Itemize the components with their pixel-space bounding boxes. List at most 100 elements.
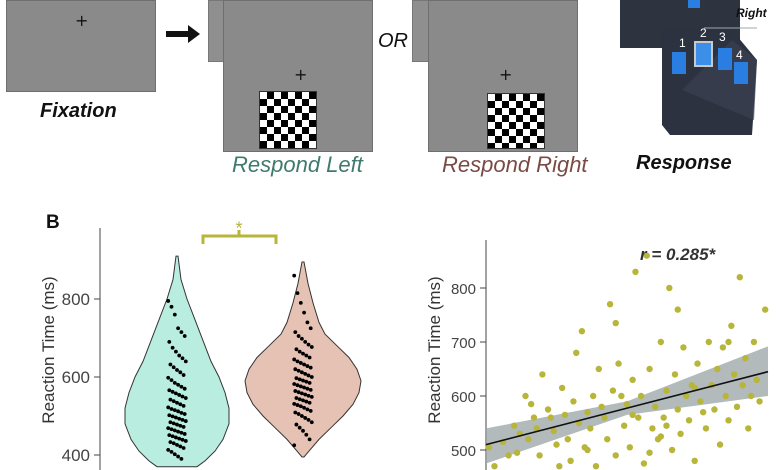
data-point bbox=[169, 427, 174, 432]
data-point bbox=[725, 417, 732, 424]
data-point bbox=[296, 390, 301, 395]
data-point bbox=[550, 427, 557, 435]
data-point bbox=[491, 463, 498, 470]
data-point bbox=[649, 425, 656, 432]
data-point bbox=[181, 403, 186, 408]
data-point bbox=[553, 441, 560, 448]
data-point bbox=[303, 371, 308, 376]
data-point bbox=[623, 400, 631, 408]
data-point bbox=[182, 386, 187, 391]
data-point bbox=[167, 388, 172, 393]
data-point bbox=[604, 436, 611, 443]
data-point bbox=[172, 452, 177, 457]
respond-right-label: Respond Right bbox=[442, 152, 588, 177]
data-point bbox=[725, 338, 732, 346]
data-point bbox=[307, 437, 312, 442]
respond-right-screen: + bbox=[428, 0, 578, 152]
y-axis-title: Reaction Time (ms) bbox=[425, 276, 444, 423]
data-point bbox=[295, 383, 300, 388]
data-point bbox=[294, 376, 299, 381]
regression-line bbox=[485, 370, 769, 446]
data-point bbox=[172, 428, 177, 433]
data-point bbox=[589, 392, 597, 400]
data-point bbox=[298, 384, 303, 389]
data-point bbox=[166, 426, 171, 430]
data-point bbox=[296, 412, 301, 416]
significance-marker: * bbox=[235, 220, 242, 238]
data-point bbox=[530, 414, 538, 421]
violin-body bbox=[244, 261, 362, 458]
data-point bbox=[182, 432, 187, 436]
data-point bbox=[298, 301, 303, 305]
data-point bbox=[716, 441, 724, 448]
data-point bbox=[180, 437, 185, 442]
data-point bbox=[304, 353, 309, 358]
data-point bbox=[293, 330, 298, 335]
data-point bbox=[182, 412, 187, 416]
data-point bbox=[694, 360, 701, 367]
data-point bbox=[296, 334, 301, 338]
data-point bbox=[171, 441, 176, 446]
key-number-2: 2 bbox=[700, 26, 707, 40]
y-tick-label: 400 bbox=[62, 446, 90, 465]
data-point bbox=[702, 425, 710, 432]
data-point bbox=[595, 365, 602, 373]
data-point bbox=[697, 398, 704, 405]
data-point bbox=[170, 434, 175, 439]
data-point bbox=[176, 409, 181, 414]
data-point bbox=[513, 449, 521, 456]
data-point bbox=[302, 362, 306, 367]
data-point bbox=[301, 351, 305, 356]
data-point bbox=[292, 273, 297, 278]
data-point bbox=[306, 342, 311, 347]
data-point bbox=[171, 365, 176, 370]
key-number-1: 1 bbox=[679, 36, 686, 50]
data-point bbox=[178, 423, 183, 428]
data-point bbox=[175, 422, 179, 427]
data-point bbox=[175, 442, 179, 447]
data-point bbox=[180, 356, 185, 361]
data-point bbox=[629, 376, 636, 383]
data-point bbox=[167, 413, 172, 418]
data-point bbox=[663, 387, 670, 394]
data-point bbox=[671, 371, 679, 378]
data-point bbox=[533, 425, 540, 432]
data-point bbox=[618, 392, 625, 400]
data-point bbox=[295, 359, 300, 364]
checkerboard-stimulus bbox=[487, 93, 545, 149]
data-point bbox=[309, 345, 314, 349]
data-point bbox=[303, 340, 308, 344]
data-point bbox=[179, 330, 184, 335]
data-point bbox=[544, 406, 552, 413]
data-point bbox=[536, 452, 543, 459]
data-point bbox=[177, 353, 182, 358]
data-point bbox=[297, 377, 302, 382]
data-point bbox=[601, 414, 608, 421]
fit-line bbox=[485, 370, 769, 446]
significance-bracket bbox=[201, 230, 278, 244]
data-point bbox=[745, 425, 752, 432]
data-point bbox=[632, 268, 639, 275]
data-point bbox=[294, 422, 299, 427]
scatter-points bbox=[485, 252, 769, 470]
panel-b-letter: B bbox=[46, 212, 60, 233]
data-point bbox=[663, 422, 670, 429]
data-point bbox=[705, 338, 712, 346]
data-point bbox=[305, 386, 310, 391]
data-point bbox=[298, 361, 303, 365]
data-point bbox=[612, 319, 619, 327]
respond-left-screen: + bbox=[223, 0, 373, 152]
data-point bbox=[643, 252, 650, 259]
data-point bbox=[556, 463, 563, 470]
data-point bbox=[584, 446, 591, 454]
data-point bbox=[179, 410, 184, 415]
data-point bbox=[172, 408, 177, 413]
data-point bbox=[753, 376, 760, 383]
data-point bbox=[169, 407, 174, 411]
data-point bbox=[722, 392, 729, 400]
data-point bbox=[309, 394, 314, 399]
data-point bbox=[674, 306, 681, 313]
data-point bbox=[300, 336, 304, 341]
data-point bbox=[294, 347, 299, 352]
data-point bbox=[166, 299, 171, 303]
